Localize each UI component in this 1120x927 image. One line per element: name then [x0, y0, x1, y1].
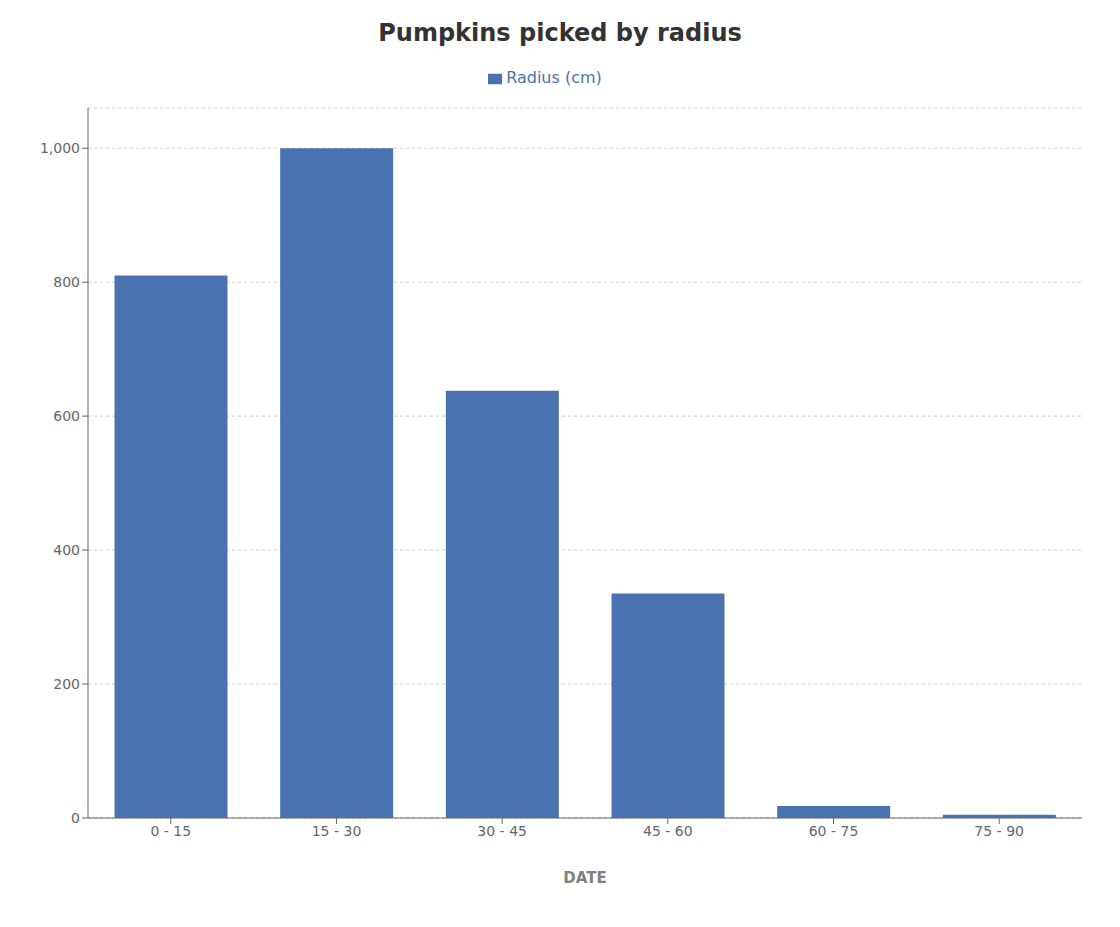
- html-text:Radius (cm): Radius (cm): [506, 68, 602, 87]
- svg-text:800: 800: [53, 274, 80, 290]
- html-text:Pumpkins picked by radius: Pumpkins picked by radius: [378, 19, 742, 47]
- svg-text:60 - 75: 60 - 75: [809, 823, 859, 839]
- svg-text:0: 0: [71, 810, 80, 826]
- svg-text:1,000: 1,000: [40, 140, 80, 156]
- svg-text:600: 600: [53, 408, 80, 424]
- svg-text:400: 400: [53, 542, 80, 558]
- svg-text:30 - 45: 30 - 45: [477, 823, 527, 839]
- svg-text:200: 200: [53, 676, 80, 692]
- svg-text:0 - 15: 0 - 15: [150, 823, 191, 839]
- svg-text:DATE: DATE: [563, 869, 606, 887]
- svg-text:15 - 30: 15 - 30: [312, 823, 362, 839]
- svg-text:45 - 60: 45 - 60: [643, 823, 693, 839]
- svg-text:75 - 90: 75 - 90: [974, 823, 1024, 839]
